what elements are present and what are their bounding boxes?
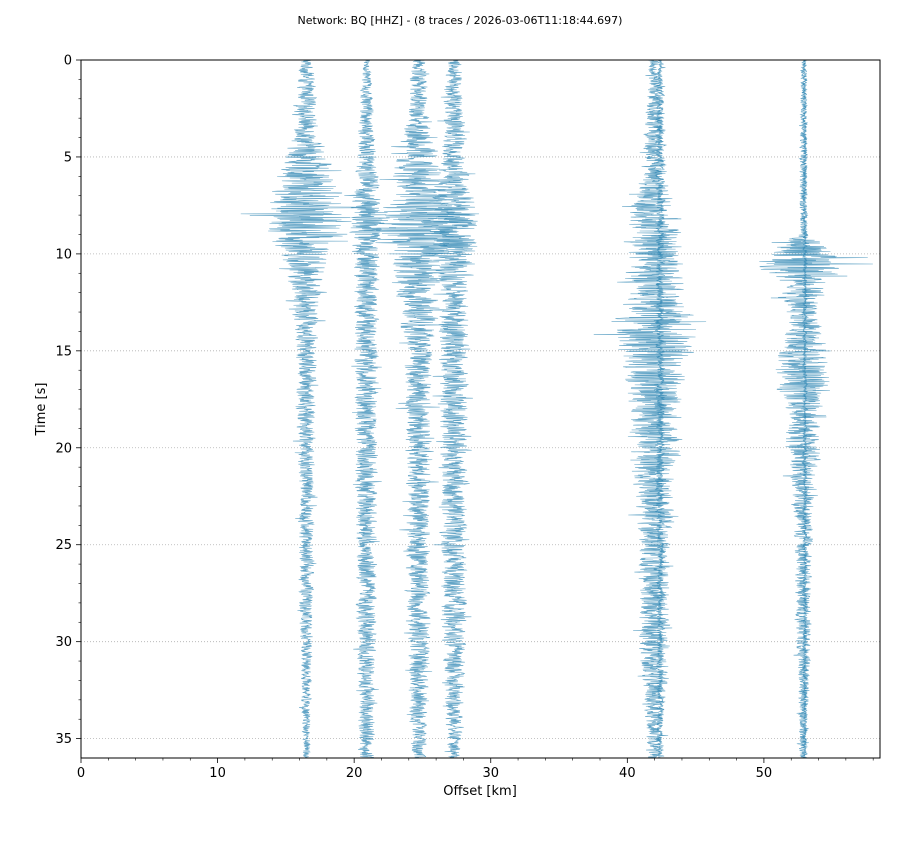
x-tick-label: 50 [756, 766, 773, 781]
x-tick-label: 20 [346, 766, 363, 781]
seismic-traces [240, 60, 873, 758]
y-tick-label: 15 [55, 344, 72, 359]
horizontal-gridlines [81, 156, 880, 740]
y-axis-label: Time [s] [34, 383, 49, 437]
seismic-trace [593, 60, 707, 758]
x-axis: 0 10 20 30 40 50 [77, 758, 874, 781]
x-tick-label: 40 [619, 766, 636, 781]
seismic-trace [363, 60, 478, 758]
x-tick-label: 0 [77, 766, 85, 781]
x-axis-label: Offset [km] [443, 784, 517, 799]
seismic-trace [344, 60, 390, 758]
y-axis: 0 5 10 15 20 25 30 35 [55, 54, 81, 747]
y-tick-label: 20 [55, 441, 72, 456]
y-tick-label: 35 [55, 732, 72, 747]
y-tick-label: 10 [55, 247, 72, 262]
y-tick-label: 25 [55, 538, 72, 553]
chart-title: Network: BQ [HHZ] - (8 traces / 2026-03-… [298, 14, 623, 27]
y-tick-label: 0 [64, 54, 72, 69]
seismic-trace [240, 60, 366, 758]
seismic-trace [423, 60, 480, 758]
y-tick-label: 5 [64, 150, 72, 165]
y-tick-label: 30 [55, 635, 72, 650]
seismic-trace [653, 60, 667, 758]
x-tick-label: 30 [482, 766, 499, 781]
seismic-trace [801, 60, 809, 758]
x-tick-label: 10 [209, 766, 226, 781]
